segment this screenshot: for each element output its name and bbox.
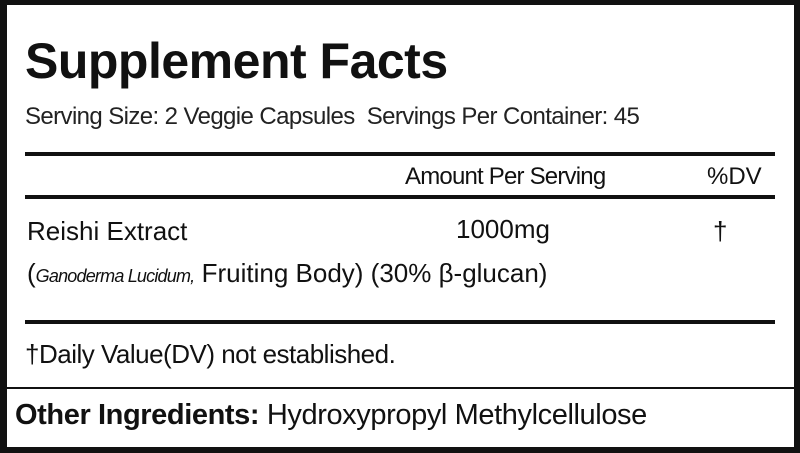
detail-rest: Fruiting Body) (30% β-glucan) <box>194 258 548 288</box>
rule-top <box>25 152 775 156</box>
section-divider <box>7 387 794 389</box>
label-title: Supplement Facts <box>25 33 448 89</box>
nutrient-dv: † <box>713 216 728 246</box>
rule-bottom <box>25 320 775 324</box>
other-ingredients-value: Hydroxypropyl Methylcellulose <box>259 399 647 431</box>
nutrient-amount: 1000mg <box>456 214 550 244</box>
rule-header <box>25 195 775 199</box>
serving-info: Serving Size: 2 Veggie Capsules Servings… <box>25 103 640 130</box>
footnote: †Daily Value(DV) not established. <box>25 339 396 369</box>
other-ingredients: Other Ingredients: Hydroxypropyl Methylc… <box>15 401 647 430</box>
detail-open: ( <box>27 258 36 288</box>
dv-header: %DV <box>707 163 762 190</box>
other-ingredients-label: Other Ingredients: <box>15 399 260 431</box>
nutrient-detail: (Ganoderma Lucidum, Fruiting Body) (30% … <box>27 260 547 286</box>
amount-per-serving-header: Amount Per Serving <box>405 163 606 190</box>
nutrient-name: Reishi Extract <box>27 216 188 246</box>
detail-latin-name: Ganoderma Lucidum, <box>35 266 196 286</box>
